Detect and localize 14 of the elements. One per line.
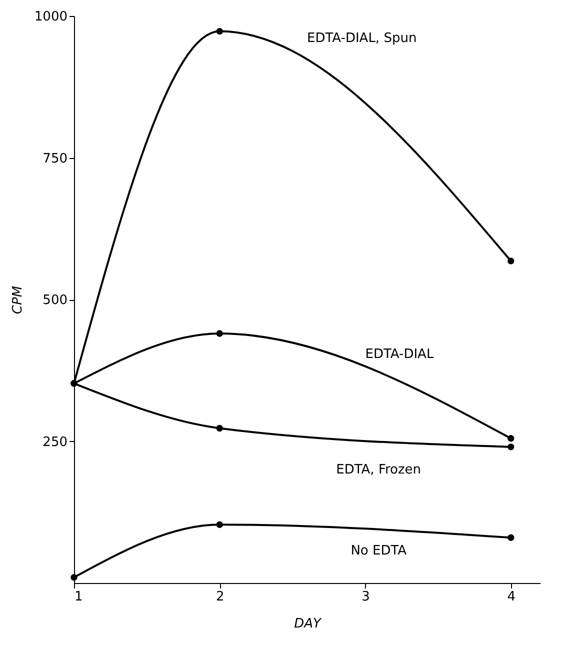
y-axis-title: CPM bbox=[10, 286, 26, 314]
x-tick-label: 4 bbox=[507, 590, 516, 604]
y-tick-label: 750 bbox=[42, 151, 68, 166]
y-tick-label: 250 bbox=[42, 434, 68, 450]
series-label: EDTA-DIAL bbox=[365, 346, 434, 362]
y-tick-label: 1000 bbox=[34, 10, 68, 24]
y-tick-label: 500 bbox=[42, 293, 68, 308]
x-tick-label: 1 bbox=[74, 590, 83, 604]
series-label: EDTA-DIAL, Spun bbox=[307, 31, 417, 46]
series-label: No EDTA bbox=[350, 543, 407, 558]
x-tick-label: 2 bbox=[216, 590, 224, 604]
x-axis-title: DAY bbox=[294, 616, 322, 632]
series-label: EDTA, Frozen bbox=[336, 462, 422, 478]
x-tick-label: 3 bbox=[362, 590, 370, 604]
